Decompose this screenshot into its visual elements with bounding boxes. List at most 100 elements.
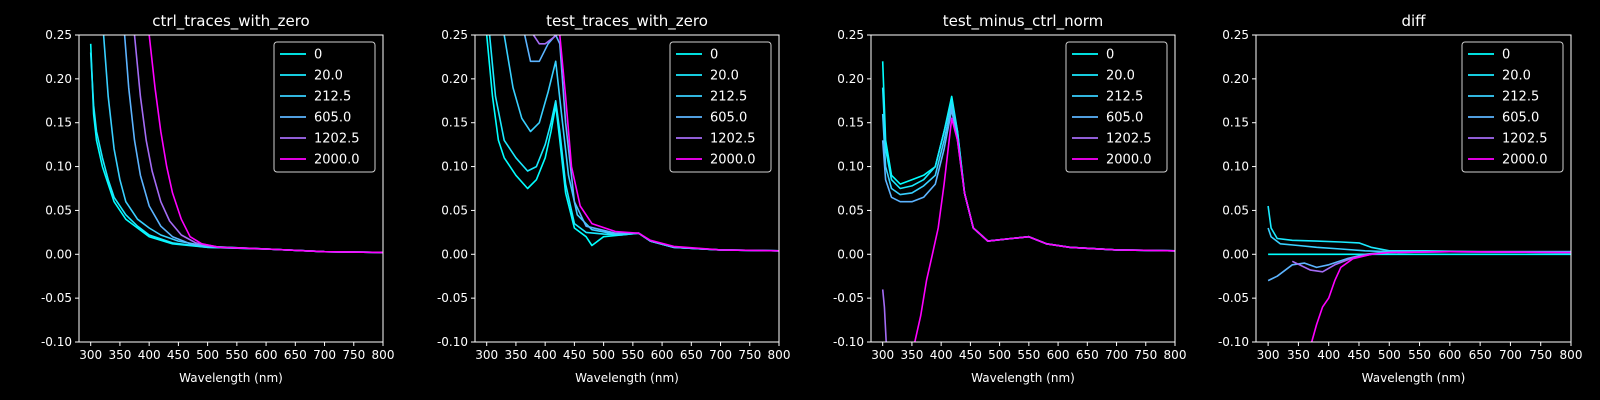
x-tick-label: 400 xyxy=(930,348,953,362)
legend-label: 0 xyxy=(314,48,322,63)
x-tick-label: 600 xyxy=(651,348,674,362)
x-tick-label: 550 xyxy=(225,348,248,362)
x-tick-label: 500 xyxy=(988,348,1011,362)
x-tick-label: 350 xyxy=(900,348,923,362)
series-line-1202.5 xyxy=(881,289,887,342)
x-tick-label: 600 xyxy=(255,348,278,362)
plot-frame xyxy=(78,34,384,343)
x-tick-label: 400 xyxy=(534,348,557,362)
x-tick-label: 500 xyxy=(592,348,615,362)
y-tick-label: 0.10 xyxy=(441,160,468,174)
legend-label: 20.0 xyxy=(314,69,343,84)
y-tick-label: 0.25 xyxy=(837,28,864,42)
y-tick-label: -0.05 xyxy=(1218,291,1249,305)
legend-label: 605.0 xyxy=(710,111,747,126)
series-group xyxy=(881,61,1175,342)
x-tick-label: 750 xyxy=(1134,348,1157,362)
legend: 0 20.0 212.5 605.0 1202.5 2000.0 xyxy=(669,41,772,173)
y-tick-label: 0.15 xyxy=(441,116,468,130)
legend: 0 20.0 212.5 605.0 1202.5 2000.0 xyxy=(1461,41,1564,173)
x-tick-label: 800 xyxy=(372,348,395,362)
x-tick-label: 300 xyxy=(475,348,498,362)
chart-panel: diff 300 350 400 450 500 550 600 650 700 750 800 -0.… xyxy=(1218,12,1583,385)
legend: 0 20.0 212.5 605.0 1202.5 2000.0 xyxy=(273,41,376,173)
x-axis-label: Wavelength (nm) xyxy=(1362,371,1466,385)
chart-title: test_traces_with_zero xyxy=(546,12,708,31)
y-tick-label: -0.05 xyxy=(41,291,72,305)
plot-frame xyxy=(474,34,780,343)
x-tick-label: 500 xyxy=(1378,348,1401,362)
series-line-20.0 xyxy=(1267,205,1571,253)
chart-panel: test_minus_ctrl_norm 300 350 400 450 500 550 60… xyxy=(833,12,1187,385)
legend-label: 1202.5 xyxy=(1106,132,1152,147)
series-line-605.0 xyxy=(523,35,779,252)
legend-label: 212.5 xyxy=(1502,90,1539,105)
x-tick-label: 650 xyxy=(1076,348,1099,362)
y-tick-label: 0.15 xyxy=(45,116,72,130)
y-tick-label: -0.05 xyxy=(437,291,468,305)
x-tick-label: 800 xyxy=(1560,348,1583,362)
series-line-2000.0 xyxy=(148,35,383,254)
x-tick-label: 750 xyxy=(1529,348,1552,362)
legend-label: 212.5 xyxy=(710,90,747,105)
x-tick-label: 450 xyxy=(959,348,982,362)
y-tick-label: -0.10 xyxy=(41,335,72,349)
y-tick-label: 0.15 xyxy=(837,116,864,130)
y-tick-label: 0.05 xyxy=(1222,203,1249,217)
legend: 0 20.0 212.5 605.0 1202.5 2000.0 xyxy=(1065,41,1168,173)
legend-label: 0 xyxy=(1502,48,1510,63)
series-line-212.5 xyxy=(1267,227,1571,253)
x-tick-label: 650 xyxy=(680,348,703,362)
series-line-2000.0 xyxy=(1310,250,1571,342)
x-tick-label: 700 xyxy=(709,348,732,362)
series-line-2000.0 xyxy=(914,117,1175,342)
x-tick-label: 350 xyxy=(108,348,131,362)
x-tick-label: 450 xyxy=(167,348,190,362)
x-tick-label: 350 xyxy=(1287,348,1310,362)
x-tick-label: 500 xyxy=(196,348,219,362)
y-tick-label: 0.10 xyxy=(45,160,72,174)
series-group xyxy=(1267,205,1571,342)
y-tick-label: 0.05 xyxy=(837,203,864,217)
y-tick-label: 0.25 xyxy=(441,28,468,42)
legend-label: 1202.5 xyxy=(710,132,756,147)
x-tick-label: 550 xyxy=(1017,348,1040,362)
y-tick-label: 0.25 xyxy=(45,28,72,42)
y-tick-label: 0.00 xyxy=(837,247,864,261)
x-tick-label: 600 xyxy=(1438,348,1461,362)
legend-label: 20.0 xyxy=(1502,69,1531,84)
legend-label: 605.0 xyxy=(1106,111,1143,126)
y-tick-label: 0.20 xyxy=(1222,72,1249,86)
x-tick-label: 550 xyxy=(621,348,644,362)
y-tick-label: 0.20 xyxy=(441,72,468,86)
chart-title: ctrl_traces_with_zero xyxy=(152,12,309,31)
x-tick-label: 450 xyxy=(563,348,586,362)
series-line-605.0 xyxy=(1267,250,1571,282)
y-tick-label: 0.00 xyxy=(1222,247,1249,261)
y-tick-label: 0.05 xyxy=(45,203,72,217)
chart-title: test_minus_ctrl_norm xyxy=(943,12,1104,31)
chart-title: diff xyxy=(1401,12,1426,30)
legend-label: 212.5 xyxy=(314,90,351,105)
legend-label: 0 xyxy=(710,48,718,63)
legend-label: 212.5 xyxy=(1106,90,1143,105)
y-tick-label: 0.20 xyxy=(45,72,72,86)
series-group xyxy=(485,35,779,252)
legend-label: 2000.0 xyxy=(1106,153,1152,168)
y-tick-label: 0.00 xyxy=(441,247,468,261)
x-axis-label: Wavelength (nm) xyxy=(971,371,1075,385)
y-tick-label: -0.10 xyxy=(833,335,864,349)
x-tick-label: 550 xyxy=(1408,348,1431,362)
series-line-1202.5 xyxy=(532,35,558,45)
legend-label: 0 xyxy=(1106,48,1114,63)
x-tick-label: 700 xyxy=(313,348,336,362)
x-tick-label: 750 xyxy=(342,348,365,362)
y-tick-label: -0.10 xyxy=(1218,335,1249,349)
x-tick-label: 400 xyxy=(138,348,161,362)
legend-label: 20.0 xyxy=(710,69,739,84)
series-line-2000.0 xyxy=(559,35,779,252)
y-tick-label: -0.10 xyxy=(437,335,468,349)
x-tick-label: 700 xyxy=(1105,348,1128,362)
y-tick-label: 0.10 xyxy=(837,160,864,174)
